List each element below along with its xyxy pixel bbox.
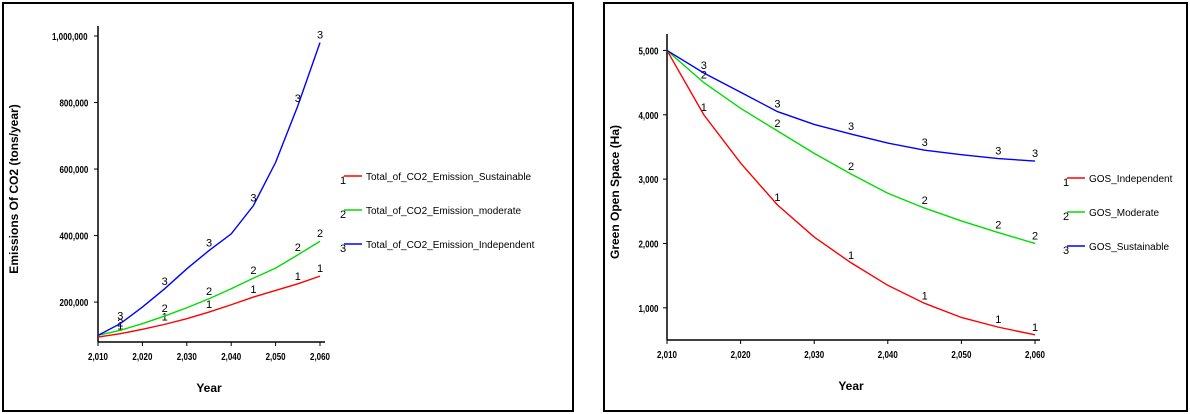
series-marker-1: 1: [922, 290, 928, 302]
series-line-1: [666, 50, 1036, 336]
series-marker-2: 2: [250, 265, 256, 277]
legend-label-1: GOS_Independent: [1089, 174, 1173, 185]
series-marker-3: 3: [701, 60, 707, 72]
series-marker-2: 2: [848, 161, 854, 173]
legend-marker-2: 2: [340, 209, 346, 221]
series-line-2: [97, 240, 321, 337]
series-marker-3: 3: [1032, 148, 1038, 160]
series-marker-3: 3: [250, 193, 256, 205]
x-tick-label: 2,030: [177, 351, 197, 362]
y-tick-label: 1,000: [638, 303, 658, 314]
y-tick-label: 2,000: [638, 239, 658, 250]
series-marker-2: 2: [774, 118, 780, 130]
series-marker-3: 3: [922, 137, 928, 149]
y-tick-label: 400,000: [59, 231, 88, 242]
series-marker-1: 1: [848, 250, 854, 262]
legend-label-1: Total_of_CO2_Emission_Sustainable: [366, 172, 532, 183]
green-open-space-chart: 2,010 2,020 2,030 2,040 2,050 2,060 1,000 2,000…: [608, 34, 1173, 393]
y-tick-label: 1,000,000: [52, 31, 88, 42]
series-marker-1: 1: [295, 271, 301, 283]
x-tick-label: 2,060: [310, 351, 330, 362]
series-marker-1: 1: [162, 311, 168, 323]
series-marker-3: 3: [206, 238, 212, 250]
y-tick-label: 200,000: [59, 297, 88, 308]
series-marker-3: 3: [162, 276, 168, 288]
x-tick-label: 2,010: [657, 349, 677, 360]
y-tick-label: 600,000: [59, 164, 88, 175]
chart-panel-gos: 2,010 2,020 2,030 2,040 2,050 2,060 1,000 2,000…: [603, 2, 1188, 412]
y-axis-label: Green Open Space (Ha): [608, 125, 622, 259]
series-marker-1: 1: [206, 299, 212, 311]
chart-panel-co2: 2,010 2,020 2,030 2,040 2,050 2,060 200,000 400…: [2, 2, 574, 412]
series-line-1: [97, 275, 321, 338]
x-tick-label: 2,030: [804, 349, 824, 360]
series-line-3: [97, 42, 321, 336]
series-line-2: [666, 49, 1036, 245]
series-marker-3: 3: [317, 30, 323, 42]
series-marker-1: 1: [317, 263, 323, 275]
series-marker-2: 2: [922, 195, 928, 207]
x-tick-label: 2,050: [951, 349, 971, 360]
series-marker-3: 3: [774, 99, 780, 111]
x-axis-label: Year: [838, 379, 864, 393]
series-marker-2: 2: [701, 70, 707, 82]
y-axis-label: Emissions Of CO2 (tons/year): [7, 104, 21, 273]
series-marker-1: 1: [117, 321, 123, 333]
co2-emission-chart: 2,010 2,020 2,030 2,040 2,050 2,060 200,000 400…: [7, 26, 535, 395]
y-tick-label: 3,000: [638, 174, 658, 185]
series-marker-2: 2: [162, 303, 168, 315]
legend-marker-3: 3: [340, 243, 346, 255]
legend-label-3: GOS_Sustainable: [1089, 242, 1169, 253]
y-tick-label: 5,000: [638, 46, 658, 57]
series-marker-2: 2: [995, 220, 1001, 232]
y-tick-label: 4,000: [638, 110, 658, 121]
x-tick-label: 2,020: [132, 351, 152, 362]
series-marker-2: 2: [1032, 230, 1038, 242]
x-tick-label: 2,020: [731, 349, 751, 360]
x-tick-label: 2,040: [221, 351, 241, 362]
legend-marker-3: 3: [1063, 245, 1069, 257]
series-marker-2: 2: [317, 228, 323, 240]
series-marker-1: 1: [1032, 322, 1038, 334]
series-marker-1: 1: [995, 314, 1001, 326]
x-tick-label: 2,050: [266, 351, 286, 362]
legend-label-2: Total_of_CO2_Emission_moderate: [366, 206, 522, 217]
legend-label-2: GOS_Moderate: [1089, 208, 1159, 219]
legend-marker-1: 1: [340, 175, 346, 187]
x-tick-label: 2,010: [88, 351, 108, 362]
x-tick-label: 2,060: [1025, 349, 1045, 360]
legend-label-3: Total_of_CO2_Emission_Independent: [366, 240, 535, 251]
series-line-3: [666, 49, 1036, 162]
series-marker-3: 3: [995, 146, 1001, 158]
legend-marker-1: 1: [1063, 177, 1069, 189]
series-marker-3: 3: [295, 93, 301, 105]
x-tick-label: 2,040: [878, 349, 898, 360]
series-marker-3: 3: [117, 311, 123, 323]
x-axis-label: Year: [196, 381, 222, 395]
y-tick-label: 800,000: [59, 98, 88, 109]
series-marker-2: 2: [206, 286, 212, 298]
series-marker-3: 3: [848, 121, 854, 133]
series-marker-1: 1: [250, 284, 256, 296]
series-marker-1: 1: [774, 192, 780, 204]
legend-marker-2: 2: [1063, 211, 1069, 223]
series-marker-1: 1: [701, 102, 707, 114]
series-marker-2: 2: [295, 242, 301, 254]
